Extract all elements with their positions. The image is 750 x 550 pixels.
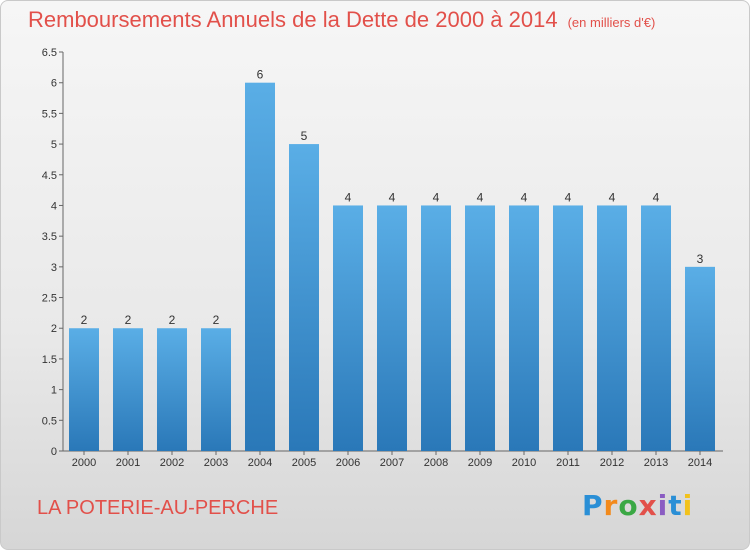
y-tick-label: 3.5 — [42, 231, 57, 243]
y-tick-label: 6.5 — [42, 47, 57, 59]
bar — [333, 205, 363, 451]
logo-letter: r — [603, 489, 619, 522]
bar-value-label: 5 — [301, 129, 308, 143]
axes: 0 0.5 1 1.5 2 2.5 3 3.5 4 4.5 5 5.5 6 6.5 2000 2001 2002… — [42, 47, 723, 469]
bar — [245, 82, 275, 451]
y-tick-label: 0 — [51, 446, 57, 458]
y-tick-label: 1 — [51, 385, 57, 397]
x-tick-label: 2011 — [556, 457, 580, 469]
x-tick-label: 2000 — [72, 457, 96, 469]
bar-value-label: 4 — [345, 190, 352, 204]
logo-letter: t — [668, 489, 683, 522]
x-tick-label: 2007 — [380, 457, 404, 469]
bar — [641, 205, 671, 451]
x-tick-label: 2010 — [512, 457, 536, 469]
x-tick-label: 2005 — [292, 457, 316, 469]
bar — [377, 205, 407, 451]
chart-unit: (en milliers d'€) — [567, 15, 656, 30]
bar-value-label: 4 — [565, 190, 572, 204]
bar — [465, 205, 495, 451]
bar-value-label: 4 — [653, 190, 660, 204]
bar — [289, 144, 319, 452]
y-tick-label: 5 — [51, 139, 57, 151]
bar — [509, 205, 539, 451]
x-tick-label: 2004 — [248, 457, 272, 469]
x-tick-label: 2006 — [336, 457, 360, 469]
y-tick-label: 3 — [51, 262, 57, 274]
x-tick-label: 2012 — [600, 457, 624, 469]
bar-value-label: 4 — [609, 190, 616, 204]
bars — [69, 82, 715, 452]
logo-letter: i — [657, 489, 669, 522]
bar-value-label: 4 — [521, 190, 528, 204]
bar — [685, 266, 715, 451]
bar-value-label: 2 — [81, 313, 88, 327]
logo-letter: i — [682, 489, 694, 522]
x-tick-label: 2003 — [204, 457, 228, 469]
y-tick-label: 2 — [51, 323, 57, 335]
y-tick-label: 2.5 — [42, 293, 57, 305]
x-tick-label: 2008 — [424, 457, 448, 469]
bar-value-label: 4 — [433, 190, 440, 204]
bar-value-label: 2 — [125, 313, 132, 327]
y-tick-label: 1.5 — [42, 354, 57, 366]
logo-letter: P — [582, 489, 604, 522]
proxiti-logo: Proxiti — [582, 489, 693, 522]
bar-value-label: 2 — [169, 313, 176, 327]
commune-name: LA POTERIE-AU-PERCHE — [37, 497, 279, 519]
chart-title: Remboursements Annuels de la Dette de 20… — [28, 7, 655, 33]
y-tick-label: 5.5 — [42, 108, 57, 120]
y-tick-label: 4.5 — [42, 170, 57, 182]
x-tick-label: 2009 — [468, 457, 492, 469]
y-tick-label: 0.5 — [42, 415, 57, 427]
bar — [69, 328, 99, 451]
chart-title-text: Remboursements Annuels de la Dette de 20… — [28, 7, 558, 32]
bar-value-label: 4 — [389, 190, 396, 204]
bar-value-label: 6 — [257, 68, 264, 82]
bar — [553, 205, 583, 451]
y-tick-label: 4 — [51, 200, 57, 212]
logo-letter: x — [638, 489, 658, 522]
bar — [421, 205, 451, 451]
bar — [597, 205, 627, 451]
bar — [113, 328, 143, 451]
bar-value-label: 4 — [477, 190, 484, 204]
x-tick-label: 2001 — [116, 457, 140, 469]
y-tick-label: 6 — [51, 78, 57, 90]
logo-letter: o — [618, 489, 639, 522]
labels: 2 2 2 2 6 5 4 4 4 4 4 4 4 4 3 — [81, 68, 704, 328]
bar — [201, 328, 231, 451]
bar-value-label: 2 — [213, 313, 220, 327]
bar-value-label: 3 — [697, 252, 704, 266]
bar — [157, 328, 187, 451]
x-tick-label: 2002 — [160, 457, 184, 469]
x-tick-label: 2014 — [688, 457, 712, 469]
x-tick-label: 2013 — [644, 457, 668, 469]
